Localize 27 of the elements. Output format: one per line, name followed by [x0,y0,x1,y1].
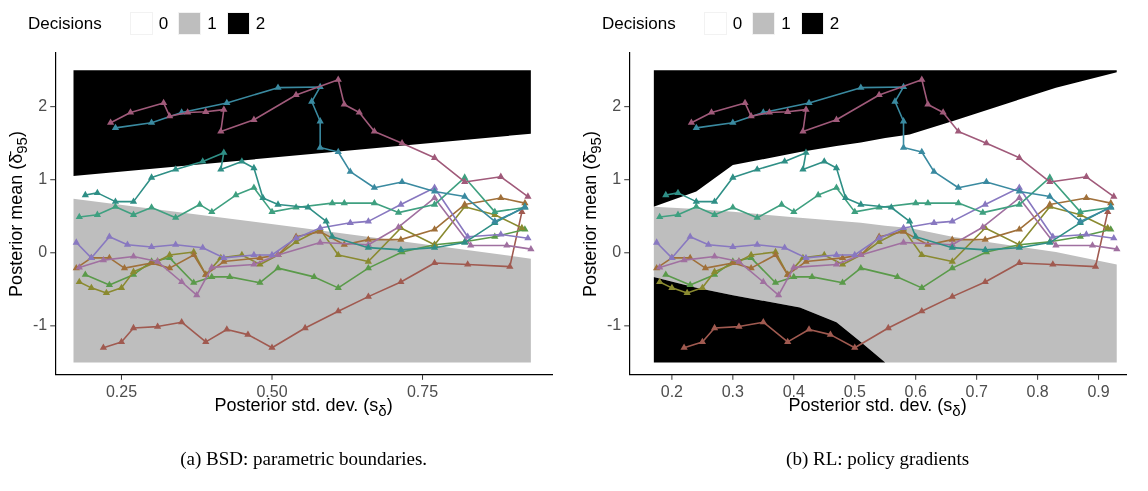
y-tick-label: 0 [38,243,48,261]
x-tick-label: 0.7 [965,382,988,400]
y-tick-label: -1 [606,316,622,334]
x-tick-label: 0.25 [105,382,138,400]
x-tick-label: 0.9 [1087,382,1110,400]
legend-label: 2 [255,13,266,34]
text: (a) BSD: parametric boundaries. [180,448,428,470]
y-tick-label: 2 [612,97,622,115]
y-tick-label: 2 [38,97,48,115]
x-tick-label: 0.8 [1026,382,1049,400]
legend-title: Decisions [602,13,676,34]
y-tick-label: 1 [612,170,622,188]
y-tick-label: -1 [32,316,48,334]
legend-label: 1 [207,13,217,34]
x-tick-label: 0.3 [721,382,745,400]
legend-label: 2 [829,13,840,34]
x-tick-label: 0.5 [843,382,866,400]
legend-title: Decisions [28,13,102,34]
legend-label: 1 [781,13,791,34]
x-tick-label: 0.2 [660,382,684,400]
x-tick-label: 0.75 [406,382,439,400]
legend-label: 0 [158,13,169,34]
text: (b) RL: policy gradients [786,448,970,470]
y-tick-label: 0 [612,243,622,261]
x-axis-title: Posterior std. dev. (s$_{δ}$) [214,395,393,419]
y-tick-label: 1 [38,170,48,188]
legend-label: 0 [732,13,743,34]
